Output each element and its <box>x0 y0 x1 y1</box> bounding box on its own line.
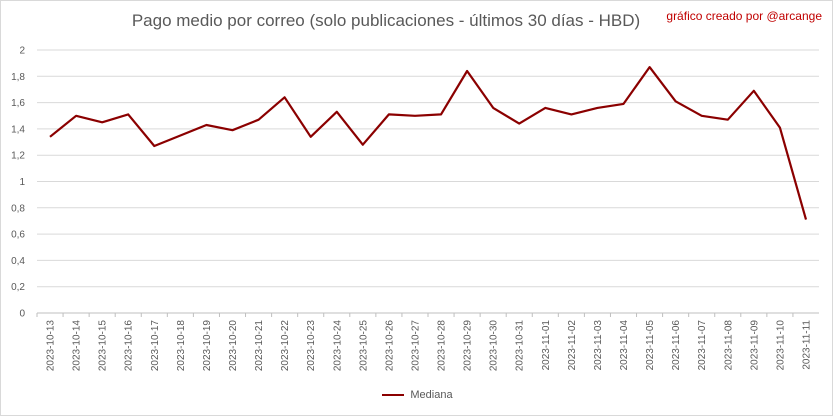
x-tick-label: 2023-10-18 <box>176 320 187 372</box>
x-axis-ticks: 2023-10-13 2023-10-14 2023-10-15 2023-10-16… <box>37 313 812 371</box>
x-tick-label: 2023-11-04 <box>619 320 630 371</box>
y-tick-label: 0,2 <box>11 282 25 293</box>
x-tick-label: 2023-10-29 <box>463 320 474 372</box>
legend-label-mediana: Mediana <box>410 389 452 401</box>
y-tick-label: 1 <box>19 177 25 188</box>
x-tick-label: 2023-10-23 <box>306 320 317 372</box>
x-tick-label: 2023-10-28 <box>437 320 448 372</box>
x-tick-label: 2023-10-19 <box>202 320 213 372</box>
x-tick-label: 2023-10-15 <box>98 320 109 372</box>
x-tick-label: 2023-11-03 <box>593 320 604 371</box>
x-tick-label: 2023-10-31 <box>515 320 526 372</box>
x-tick-label: 2023-10-21 <box>254 320 265 372</box>
series-layer <box>50 67 806 220</box>
y-tick-label: 0,8 <box>11 203 25 214</box>
x-tick-label: 2023-10-16 <box>124 320 135 372</box>
x-tick-label: 2023-10-26 <box>384 320 395 372</box>
x-tick-label: 2023-11-02 <box>567 320 578 371</box>
legend: Mediana <box>1 389 833 401</box>
y-tick-label: 1,4 <box>11 124 25 135</box>
y-tick-label: 2 <box>19 46 25 57</box>
x-tick-label: 2023-11-06 <box>671 320 682 371</box>
y-axis-ticks: 0 0,2 0,4 0,6 0,8 1 1,2 1,4 1,6 1,8 2 <box>11 46 25 320</box>
x-tick-label: 2023-11-01 <box>541 320 552 371</box>
x-tick-label: 2023-10-17 <box>150 320 161 372</box>
y-tick-label: 1,8 <box>11 72 25 83</box>
x-tick-label: 2023-11-08 <box>723 320 734 371</box>
x-tick-label: 2023-10-20 <box>228 320 239 372</box>
x-tick-label: 2023-10-30 <box>489 320 500 372</box>
y-tick-label: 1,6 <box>11 98 25 109</box>
y-tick-label: 0,4 <box>11 256 25 267</box>
x-tick-label: 2023-10-27 <box>410 320 421 372</box>
grid-lines <box>37 50 819 313</box>
x-tick-label: 2023-10-14 <box>72 320 83 372</box>
y-tick-label: 1,2 <box>11 151 25 162</box>
x-tick-label: 2023-10-25 <box>358 320 369 372</box>
series-line-mediana <box>50 67 806 220</box>
x-tick-label: 2023-11-10 <box>775 320 786 371</box>
x-tick-label: 2023-11-07 <box>697 320 708 371</box>
x-tick-label: 2023-10-13 <box>46 320 57 372</box>
x-tick-label: 2023-10-22 <box>280 320 291 372</box>
x-tick-label: 2023-11-09 <box>749 320 760 371</box>
y-tick-label: 0 <box>19 309 25 320</box>
y-tick-label: 0,6 <box>11 230 25 241</box>
x-tick-label: 2023-10-24 <box>332 320 343 372</box>
legend-swatch-mediana <box>382 394 404 396</box>
x-tick-label: 2023-11-05 <box>645 320 656 371</box>
x-tick-label: 2023-11-11 <box>801 320 812 370</box>
